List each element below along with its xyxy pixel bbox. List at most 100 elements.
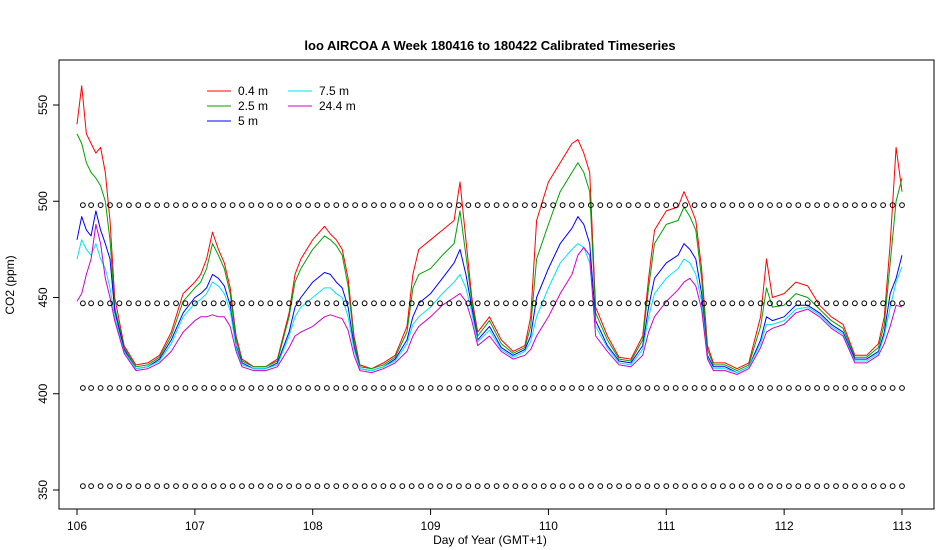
reference-point <box>889 483 896 490</box>
reference-point <box>342 483 349 490</box>
reference-point <box>540 385 547 391</box>
reference-point <box>333 300 340 307</box>
reference-point <box>672 202 679 209</box>
reference-point <box>239 300 245 307</box>
reference-point <box>107 483 113 490</box>
reference-point <box>446 300 453 307</box>
reference-point <box>870 202 877 209</box>
reference-point <box>870 300 877 307</box>
reference-point <box>361 483 368 490</box>
reference-point <box>456 202 462 209</box>
reference-point <box>720 385 726 391</box>
reference-point <box>465 483 472 490</box>
reference-point <box>578 300 585 307</box>
reference-point <box>474 202 481 209</box>
reference-point <box>786 202 792 209</box>
reference-point <box>258 385 264 391</box>
reference-point <box>239 385 245 391</box>
reference-point <box>654 202 660 209</box>
x-tick-label: 108 <box>303 519 323 533</box>
reference-point <box>823 385 830 391</box>
reference-point <box>116 300 123 307</box>
reference-point <box>97 483 104 490</box>
reference-point <box>267 202 274 209</box>
reference-point <box>437 483 443 490</box>
reference-point <box>192 385 198 391</box>
reference-point <box>767 483 773 490</box>
reference-point <box>437 385 443 391</box>
reference-point <box>616 483 622 490</box>
reference-point <box>880 300 886 307</box>
reference-point <box>305 483 311 490</box>
reference-point <box>380 300 387 307</box>
reference-point <box>738 300 745 307</box>
reference-point <box>154 202 161 209</box>
x-tick-label: 110 <box>539 519 558 533</box>
reference-point <box>654 300 660 307</box>
reference-point <box>324 300 330 307</box>
series-line-0-4-m <box>76 85 903 370</box>
reference-point <box>559 202 566 209</box>
reference-point <box>474 385 481 391</box>
reference-point <box>503 202 509 209</box>
chart-title: loo AIRCOA A Week 180416 to 180422 Calib… <box>304 38 675 53</box>
reference-point <box>729 300 736 307</box>
reference-point <box>616 300 622 307</box>
reference-point <box>588 483 594 490</box>
reference-point <box>522 300 528 307</box>
reference-point <box>154 385 161 391</box>
series-line-24-4-m <box>76 223 903 375</box>
reference-point <box>286 300 293 307</box>
reference-point <box>418 300 425 307</box>
reference-point <box>512 300 519 307</box>
reference-point <box>899 385 905 391</box>
reference-point <box>342 385 349 391</box>
reference-point <box>493 385 500 391</box>
reference-point <box>144 483 151 490</box>
reference-point <box>399 202 406 209</box>
y-tick-label: 500 <box>36 191 50 211</box>
reference-point <box>786 300 792 307</box>
reference-point <box>512 483 519 490</box>
reference-point <box>201 483 208 490</box>
reference-point <box>748 202 754 209</box>
reference-point <box>88 385 94 391</box>
y-tick-label: 350 <box>36 480 50 500</box>
reference-point <box>314 385 321 391</box>
reference-point <box>672 483 679 490</box>
reference-point <box>654 385 660 391</box>
reference-point <box>456 300 462 307</box>
reference-point <box>776 300 783 307</box>
reference-point <box>767 202 773 209</box>
reference-point <box>201 385 208 391</box>
reference-point <box>776 483 783 490</box>
reference-point <box>314 300 321 307</box>
reference-point <box>248 202 255 209</box>
reference-point <box>116 202 123 209</box>
reference-point <box>833 300 839 307</box>
reference-point <box>588 202 594 209</box>
reference-point <box>663 385 670 391</box>
reference-point <box>738 483 745 490</box>
reference-point <box>97 300 104 307</box>
reference-point <box>720 300 726 307</box>
reference-point <box>899 202 905 209</box>
reference-point <box>814 300 820 307</box>
reference-point <box>107 202 113 209</box>
reference-point <box>380 202 387 209</box>
reference-point <box>125 385 132 391</box>
reference-point <box>606 202 613 209</box>
reference-point <box>635 300 641 307</box>
reference-point <box>644 483 651 490</box>
reference-point <box>182 385 189 391</box>
reference-point <box>852 202 858 209</box>
reference-point <box>427 385 434 391</box>
series-line-2-5-m <box>76 133 903 372</box>
reference-point <box>852 385 858 391</box>
reference-point <box>578 483 585 490</box>
reference-point <box>116 483 123 490</box>
reference-point <box>729 385 736 391</box>
reference-point <box>635 202 641 209</box>
reference-point <box>248 385 255 391</box>
reference-point <box>588 300 594 307</box>
